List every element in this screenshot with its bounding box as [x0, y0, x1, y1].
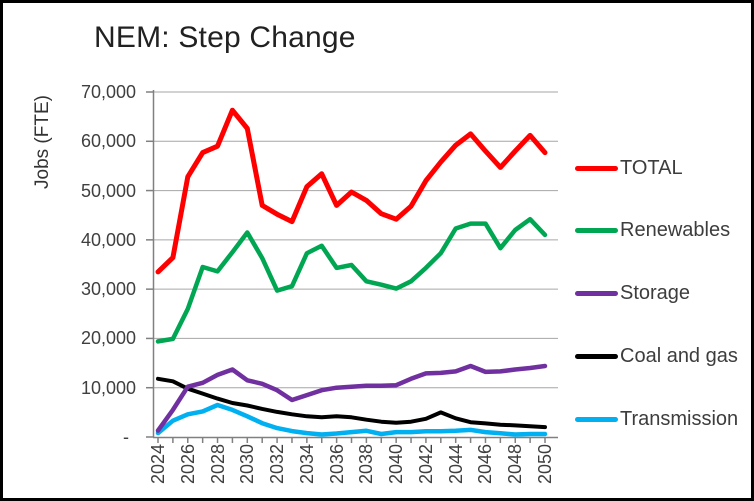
x-tick-label: 2026	[177, 444, 198, 485]
x-tick-label: 2024	[148, 444, 168, 485]
series-line-coal-and-gas	[156, 376, 547, 430]
y-tick-label: 30,000	[80, 279, 136, 300]
y-tick-label: 20,000	[80, 328, 136, 349]
x-tick-label: 2040	[386, 444, 407, 485]
x-tick-label: 2032	[267, 444, 288, 485]
x-tick-label: 2042	[415, 444, 436, 485]
y-tick-label: 10,000	[80, 377, 136, 398]
y-tick-label: 60,000	[80, 131, 136, 152]
x-tick-label: 2050	[535, 444, 555, 485]
x-tick-label: 2038	[356, 444, 377, 485]
x-tick-label: 2044	[445, 444, 466, 485]
y-tick-label: 70,000	[80, 81, 136, 102]
y-tick-label: 50,000	[80, 180, 136, 201]
series-line-total	[155, 107, 548, 275]
series-line-storage	[155, 363, 548, 433]
x-tick-label: 2028	[207, 444, 228, 485]
x-tick-label: 2048	[505, 444, 526, 485]
y-tick-label: 40,000	[80, 229, 136, 250]
x-tick-label: 2030	[237, 444, 258, 485]
x-tick-label: 2046	[475, 444, 496, 485]
plot-area	[146, 90, 558, 443]
y-tick-label: -	[123, 427, 129, 447]
x-tick-label: 2036	[326, 444, 347, 485]
series-line-transmission	[155, 402, 548, 437]
chart-title: NEM: Step Change	[94, 21, 356, 54]
series-line-renewables	[155, 216, 548, 344]
x-tick-label: 2034	[296, 444, 317, 485]
